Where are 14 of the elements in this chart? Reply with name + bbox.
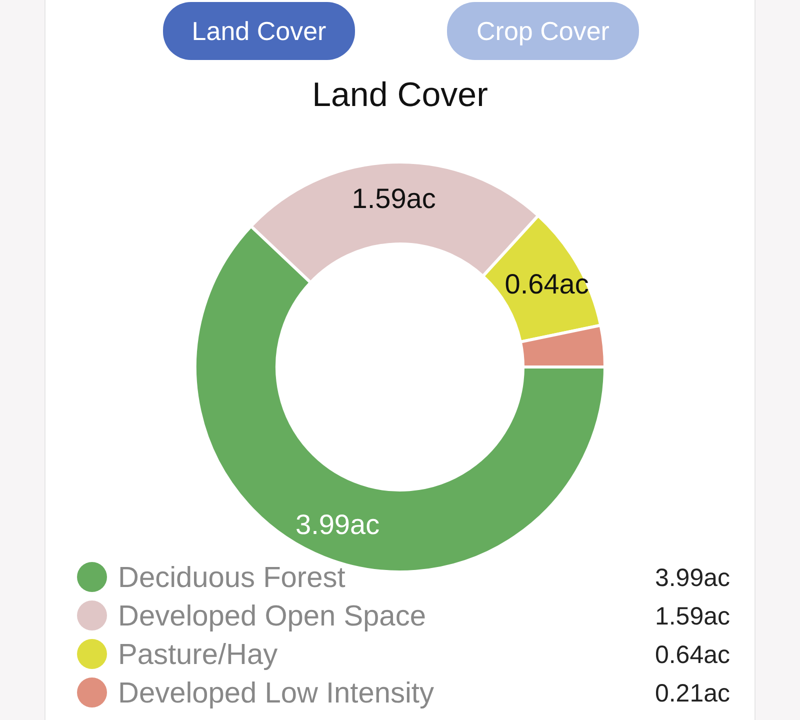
data-label: 1.59ac (352, 183, 436, 214)
text: 1.59ac (654, 602, 730, 630)
legend-label: Developed Low Intensity (118, 678, 434, 710)
legend-label: Pasture/Hay (118, 639, 278, 671)
toggle-button: Crop Cover (447, 2, 639, 60)
toggle-button: Land Cover (163, 2, 355, 60)
text: 3.99ac (654, 564, 730, 592)
legend-label: Deciduous Forest (118, 562, 346, 594)
legend-label: Developed Open Space (118, 600, 426, 632)
data-label: 3.99ac (295, 509, 380, 540)
data-label: 0.21ac (654, 680, 730, 708)
chart-title: Land Cover (312, 76, 488, 114)
data-label: 0.64ac (504, 268, 589, 300)
text: 0.64ac (654, 641, 730, 669)
